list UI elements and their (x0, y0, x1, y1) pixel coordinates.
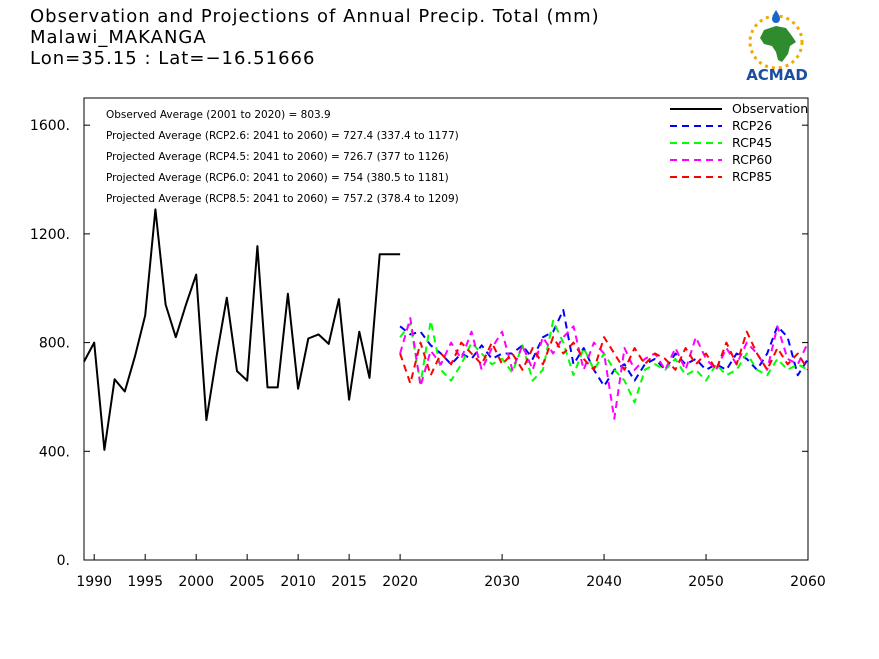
x-tick-label: 2040 (586, 574, 622, 590)
chart-titles: Observation and Projections of Annual Pr… (30, 6, 600, 69)
x-tick-label: 2010 (280, 574, 316, 590)
legend-label: RCP60 (732, 152, 772, 167)
legend-label: RCP26 (732, 118, 772, 133)
y-tick-label: 800. (39, 336, 70, 352)
x-tick-label: 2005 (229, 574, 265, 590)
acmad-logo: ACMAD (746, 10, 808, 84)
station-coords: Lon=35.15 : Lat=−16.51666 (30, 48, 316, 69)
y-tick-label: 1600. (30, 118, 70, 134)
series-line-rcp85 (399, 330, 809, 385)
average-note: Projected Average (RCP2.6: 2041 to 2060)… (106, 130, 459, 142)
average-note: Observed Average (2001 to 2020) = 803.9 (106, 109, 331, 121)
x-tick-label: 1990 (76, 574, 112, 590)
y-tick-label: 1200. (30, 227, 70, 243)
series-line-rcp26 (399, 309, 809, 388)
x-tick-label: 2050 (688, 574, 724, 590)
africa-map-icon (760, 26, 796, 62)
x-tick-label: 2000 (178, 574, 214, 590)
station-name: Malawi_MAKANGA (30, 27, 207, 48)
raindrop-icon (772, 10, 780, 23)
x-tick-label: 2015 (331, 574, 367, 590)
x-tick-label: 2030 (484, 574, 520, 590)
series-line-rcp60 (399, 317, 809, 420)
x-tick-label: 1995 (127, 574, 163, 590)
y-tick-label: 400. (39, 444, 70, 460)
average-note: Projected Average (RCP6.0: 2041 to 2060)… (106, 172, 449, 184)
logo-text: ACMAD (746, 66, 808, 84)
x-tick-label: 2020 (382, 574, 418, 590)
y-tick-label: 0. (57, 553, 70, 569)
average-note: Projected Average (RCP4.5: 2041 to 2060)… (106, 151, 449, 163)
legend-label: Observation (732, 101, 808, 116)
legend-label: RCP85 (732, 169, 772, 184)
x-tick-label: 2060 (790, 574, 826, 590)
legend-label: RCP45 (732, 135, 772, 150)
average-note: Projected Average (RCP8.5: 2041 to 2060)… (106, 193, 459, 205)
plot-frame (83, 97, 809, 561)
series-line-observation (83, 208, 401, 451)
chart-title: Observation and Projections of Annual Pr… (30, 6, 600, 27)
